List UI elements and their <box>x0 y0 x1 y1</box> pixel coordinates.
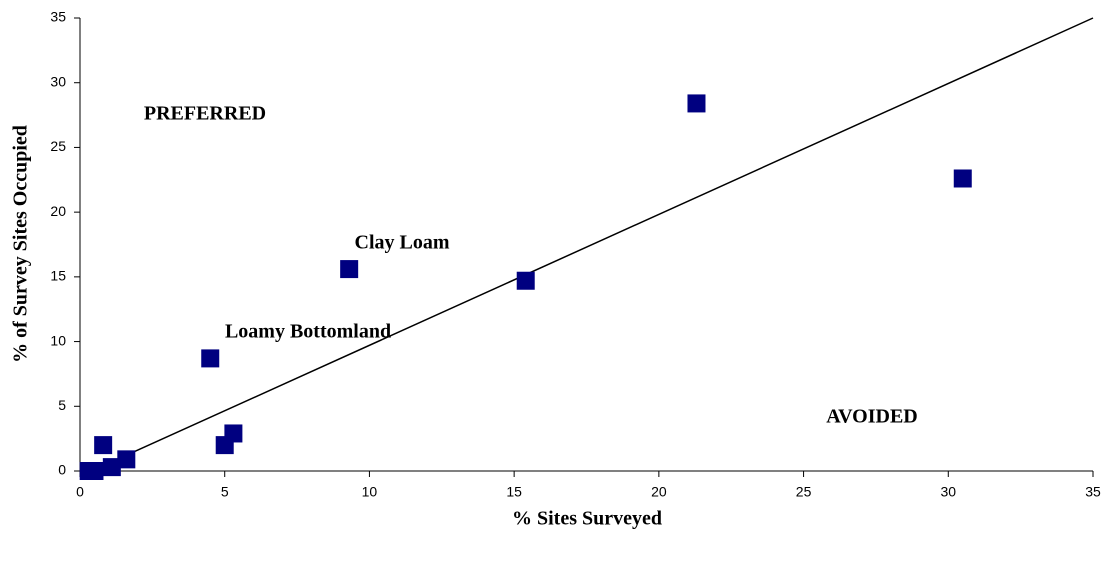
annotation: Loamy Bottomland <box>225 321 391 343</box>
y-tick-label: 30 <box>50 73 66 89</box>
y-axis-title: % of Survey Sites Occupied <box>10 125 32 363</box>
point <box>687 94 706 113</box>
y-tick-label: 0 <box>58 462 66 478</box>
y-tick-label: 35 <box>50 9 66 25</box>
y-tick-label: 5 <box>58 397 66 413</box>
x-axis-title: % Sites Surveyed <box>512 508 662 530</box>
annotation: PREFERRED <box>144 103 266 125</box>
x-tick-label: 5 <box>221 484 229 500</box>
x-tick-label: 25 <box>796 484 812 500</box>
x-tick-label: 20 <box>651 484 667 500</box>
point <box>201 349 220 368</box>
point <box>85 462 104 480</box>
x-tick-label: 0 <box>76 484 84 500</box>
point <box>215 436 234 455</box>
reference-line <box>91 17 1094 472</box>
y-tick-label: 25 <box>50 138 66 154</box>
point <box>953 169 972 188</box>
y-tick-label: 10 <box>50 332 66 348</box>
point <box>117 450 136 469</box>
x-tick-label: 15 <box>506 484 522 500</box>
annotation: Clay Loam <box>355 232 450 254</box>
point <box>340 260 359 279</box>
x-tick-label: 10 <box>362 484 378 500</box>
annotation: AVOIDED <box>826 406 917 428</box>
point <box>102 458 121 477</box>
y-tick-label: 15 <box>50 268 66 284</box>
point <box>516 271 535 290</box>
point <box>94 436 113 455</box>
x-tick-label: 30 <box>940 484 956 500</box>
x-tick-label: 35 <box>1085 484 1101 500</box>
y-tick-label: 20 <box>50 203 66 219</box>
